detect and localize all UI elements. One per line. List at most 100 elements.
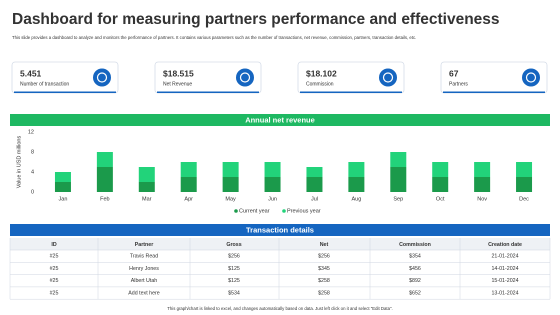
bar-segment bbox=[516, 177, 533, 192]
kpi-label: Net Revenue bbox=[163, 81, 192, 87]
kpi-icon-inner bbox=[239, 72, 251, 83]
bar-segment bbox=[348, 162, 365, 177]
table-header bbox=[10, 224, 550, 236]
kpi-accent bbox=[14, 91, 116, 93]
x-tick-label: Dec bbox=[519, 196, 529, 202]
bar-segment bbox=[222, 177, 239, 192]
footer: This graph/chart is linked to excel, and… bbox=[167, 306, 392, 311]
bar-segment bbox=[138, 182, 155, 192]
bar-segment bbox=[348, 177, 365, 192]
cell: $125 bbox=[228, 278, 240, 284]
cell: $256 bbox=[228, 254, 240, 260]
bar-segment bbox=[222, 162, 239, 177]
x-tick-label: Jan bbox=[59, 196, 68, 202]
x-tick-label: Sep bbox=[393, 196, 403, 202]
legend-marker bbox=[234, 209, 238, 213]
y-tick-label: 0 bbox=[31, 189, 34, 195]
legend-label: Previous year bbox=[287, 208, 321, 214]
y-axis-label: Value in USD millions bbox=[16, 136, 22, 189]
cell: $258 bbox=[318, 291, 330, 297]
cell: Add text here bbox=[128, 291, 160, 297]
x-tick-label: Nov bbox=[477, 196, 487, 202]
cell: #25 bbox=[50, 278, 59, 284]
cell: #25 bbox=[50, 266, 59, 272]
kpi-accent bbox=[443, 91, 545, 93]
x-tick-label: Apr bbox=[184, 196, 193, 202]
kpi-icon-inner bbox=[525, 72, 537, 83]
kpi-icon-inner bbox=[96, 72, 108, 83]
y-tick-label: 8 bbox=[31, 149, 34, 155]
table-col-header-bg bbox=[10, 238, 550, 250]
cell: $892 bbox=[409, 278, 421, 284]
kpi-icon bbox=[379, 68, 397, 87]
kpi-label: Number of transaction bbox=[20, 81, 69, 87]
bar-segment bbox=[474, 177, 491, 192]
column-header: Net bbox=[320, 242, 329, 248]
bar-segment bbox=[390, 167, 407, 192]
table-title: Transaction details bbox=[246, 225, 314, 234]
bar-segment bbox=[54, 172, 71, 182]
cell: $456 bbox=[409, 266, 421, 272]
x-tick-label: Mar bbox=[142, 196, 152, 202]
bar-segment bbox=[96, 152, 113, 167]
y-tick-label: 12 bbox=[28, 129, 34, 135]
kpi-label: Partners bbox=[449, 81, 468, 87]
bar-segment bbox=[306, 177, 323, 192]
cell: Albert Utah bbox=[131, 278, 158, 284]
kpi-icon bbox=[522, 68, 540, 87]
x-tick-label: Jul bbox=[311, 196, 318, 202]
cell: Henry Jones bbox=[129, 266, 159, 272]
cell: $258 bbox=[318, 278, 330, 284]
bar-segment bbox=[180, 177, 197, 192]
title: Dashboard for measuring partners perform… bbox=[12, 11, 500, 28]
cell: #25 bbox=[50, 291, 59, 297]
bar-segment bbox=[264, 177, 281, 192]
x-tick-label: Oct bbox=[436, 196, 445, 202]
kpi-icon-inner bbox=[382, 72, 394, 83]
cell: $256 bbox=[318, 254, 330, 260]
cell: $345 bbox=[318, 266, 330, 272]
x-tick-label: Jun bbox=[268, 196, 277, 202]
kpi-accent bbox=[300, 91, 402, 93]
bar-segment bbox=[432, 162, 449, 177]
column-header: Commission bbox=[399, 242, 431, 248]
y-tick-label: 4 bbox=[31, 169, 34, 175]
kpi-value: 67 bbox=[449, 68, 459, 78]
chart-title: Annual net revenue bbox=[245, 115, 315, 124]
cell: 14-01-2024 bbox=[491, 266, 518, 272]
kpi-value: 5.451 bbox=[20, 68, 42, 78]
cell: $534 bbox=[228, 291, 240, 297]
cell: $125 bbox=[228, 266, 240, 272]
cell: $652 bbox=[409, 291, 421, 297]
kpi-label: Commission bbox=[306, 81, 334, 87]
bar-segment bbox=[138, 167, 155, 182]
kpi-icon bbox=[236, 68, 254, 87]
cell: 15-01-2024 bbox=[491, 278, 518, 284]
bar-segment bbox=[390, 152, 407, 167]
kpi-accent bbox=[157, 91, 259, 93]
x-tick-label: Feb bbox=[100, 196, 109, 202]
x-tick-label: May bbox=[225, 196, 236, 202]
column-header: ID bbox=[51, 242, 56, 248]
column-header: Creation date bbox=[488, 242, 522, 248]
kpi-value: $18.515 bbox=[163, 68, 194, 78]
column-header: Gross bbox=[226, 242, 241, 248]
column-header: Partner bbox=[135, 242, 154, 248]
chart-header bbox=[10, 114, 550, 126]
cell: $354 bbox=[409, 254, 421, 260]
kpi-value: $18.102 bbox=[306, 68, 337, 78]
bar-segment bbox=[96, 167, 113, 192]
bar-segment bbox=[180, 162, 197, 177]
bar-segment bbox=[516, 162, 533, 177]
legend-label: Current year bbox=[239, 208, 270, 214]
kpi-icon bbox=[93, 68, 111, 87]
cell: Travis Read bbox=[130, 254, 158, 260]
subtitle: This slide provides a dashboard to analy… bbox=[12, 35, 416, 40]
bar-segment bbox=[306, 167, 323, 177]
bar-segment bbox=[474, 162, 491, 177]
legend-marker bbox=[282, 209, 286, 213]
bar-segment bbox=[432, 177, 449, 192]
cell: 21-01-2024 bbox=[491, 254, 518, 260]
bar-segment bbox=[264, 162, 281, 177]
